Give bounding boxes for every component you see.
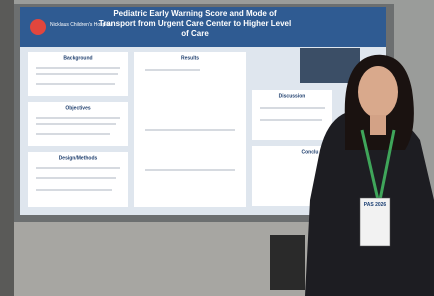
page: Nicklaus Children's Hospital Pediatric E… bbox=[0, 0, 434, 296]
poster-title-box: Pediatric Early Warning Score and Mode o… bbox=[95, 9, 295, 43]
background-person-legs bbox=[270, 235, 305, 290]
section-heading: Objectives bbox=[65, 105, 91, 111]
poster-title: Pediatric Early Warning Score and Mode o… bbox=[95, 9, 295, 39]
photo: Nicklaus Children's Hospital Pediatric E… bbox=[0, 0, 434, 296]
logo-icon bbox=[30, 19, 46, 35]
section-heading: Background bbox=[63, 55, 92, 61]
section-heading: Discussion bbox=[279, 93, 306, 99]
section-heading: Results bbox=[181, 55, 199, 61]
person-neck bbox=[370, 115, 386, 135]
left-edge bbox=[0, 0, 14, 296]
person-face bbox=[358, 66, 398, 118]
section-heading: Conclu bbox=[302, 149, 319, 155]
badge-text: PAS 2026 bbox=[364, 202, 387, 208]
section-heading: Design/Methods bbox=[59, 155, 98, 161]
